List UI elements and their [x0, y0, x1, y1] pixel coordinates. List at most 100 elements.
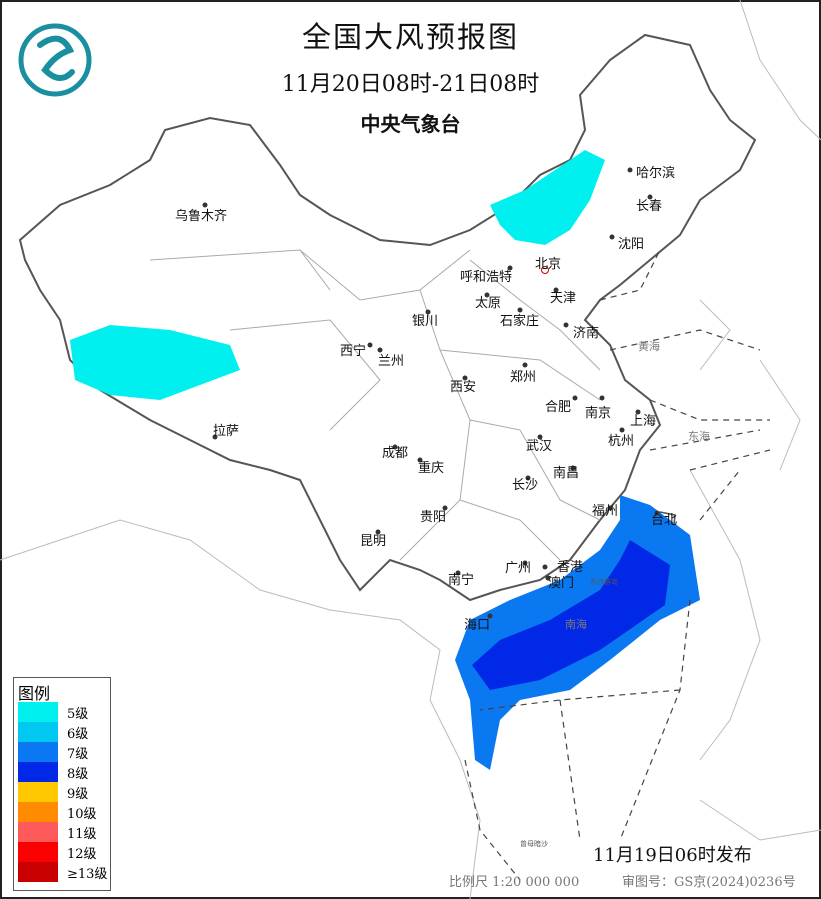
city-marker: [563, 322, 569, 328]
city-label: 贵阳: [420, 510, 446, 525]
legend-swatch: [18, 722, 58, 742]
city-label: 成都: [382, 446, 408, 461]
city-marker: [635, 409, 641, 415]
city-marker: [654, 510, 660, 516]
city-marker: [455, 570, 461, 576]
city-label: 郑州: [510, 370, 536, 385]
city-marker: [507, 265, 513, 271]
legend-label: 12级: [67, 846, 97, 862]
city-label: 兰州: [378, 354, 404, 369]
city-marker: [442, 505, 448, 511]
legend-label: 11级: [67, 826, 97, 842]
sea-label: 东沙群岛: [590, 577, 618, 586]
sea-label: 南海: [565, 617, 587, 631]
cma-logo: [18, 23, 92, 97]
legend-item: 8级: [18, 762, 110, 782]
city-marker: [487, 613, 493, 619]
legend-label: ≥13级: [67, 866, 108, 882]
city-marker: [542, 564, 548, 570]
legend-label: 6级: [67, 726, 89, 742]
city-marker: [517, 307, 523, 313]
city-marker: [392, 444, 398, 450]
city-label: 南京: [585, 405, 611, 421]
city-marker: [541, 266, 549, 274]
city-label: 长春: [636, 199, 662, 214]
city-label: 银川: [412, 314, 438, 329]
city-label: 合肥: [545, 400, 571, 415]
city-marker: [202, 202, 208, 208]
city-label: 沈阳: [618, 237, 644, 252]
maritime-boundary-lines: [464, 249, 771, 881]
legend-swatch: [18, 822, 58, 842]
legend-item: 6级: [18, 722, 110, 742]
city-marker: [609, 234, 615, 240]
city-marker: [647, 194, 653, 200]
city-label: 上海: [630, 414, 656, 429]
city-label: 哈尔滨: [636, 165, 675, 181]
city-label: 呼和浩特: [460, 270, 512, 285]
city-marker: [377, 347, 383, 353]
legend: 图例 5级 6级 7级 8级 9级 10级 11级 12级 ≥13级: [13, 677, 111, 891]
city-label: 西宁: [340, 343, 366, 359]
city-marker: [367, 342, 373, 348]
city-marker: [545, 575, 551, 581]
valid-period: 11月20日08时-21日08时: [281, 72, 540, 97]
city-label: 南宁: [448, 572, 474, 588]
legend-item: ≥13级: [18, 862, 110, 882]
city-label: 福州: [592, 504, 618, 519]
city-marker: [462, 375, 468, 381]
city-label: 南昌: [553, 465, 579, 481]
city-label: 海口: [464, 618, 490, 633]
city-marker: [522, 362, 528, 368]
city-label: 长沙: [512, 478, 538, 493]
legend-item: 12级: [18, 842, 110, 862]
city-marker: [570, 465, 576, 471]
city-marker: [627, 167, 633, 173]
city-label: 重庆: [418, 460, 444, 476]
city-marker: [375, 529, 381, 535]
city-label: 武汉: [526, 439, 552, 454]
city-marker: [525, 475, 531, 481]
wind-area-8-south-china-sea: [472, 540, 670, 690]
city-marker: [484, 292, 490, 298]
city-label: 香港: [557, 560, 583, 575]
sea-label: 东海: [688, 429, 710, 443]
legend-swatch: [18, 762, 58, 782]
map-review-number: 审图号：GS京(2024)0236号: [622, 875, 796, 890]
legend-swatch: [18, 802, 58, 822]
legend-swatch: [18, 782, 58, 802]
city-marker: [572, 395, 578, 401]
legend-item: 5级: [18, 702, 110, 722]
province-borders: [149, 249, 601, 561]
city-marker: [417, 457, 423, 463]
sea-label: 黄海: [638, 339, 660, 353]
legend-item: 11级: [18, 822, 110, 842]
issuer: 中央气象台: [360, 112, 461, 136]
wind-area-5-inner-mongolia: [490, 150, 605, 245]
legend-label: 8级: [67, 766, 89, 782]
city-marker: [553, 287, 559, 293]
legend-label: 5级: [67, 706, 89, 722]
legend-item: 9级: [18, 782, 110, 802]
map-title: 全国大风预报图: [301, 20, 519, 54]
city-label: 杭州: [608, 434, 634, 449]
wind-area-5-tibet: [70, 325, 240, 400]
legend-label: 10级: [67, 806, 97, 822]
city-label: 广州: [505, 561, 531, 576]
legend-swatch: [18, 842, 58, 862]
city-marker: [212, 434, 218, 440]
legend-item: 7级: [18, 742, 110, 762]
issue-time: 11月19日06时发布: [593, 845, 752, 866]
city-marker: [607, 505, 613, 511]
city-label: 昆明: [360, 534, 386, 549]
legend-item: 10级: [18, 802, 110, 822]
city-label: 济南: [573, 325, 599, 341]
city-label: 北京: [535, 257, 561, 272]
city-marker: [599, 395, 605, 401]
legend-swatch: [18, 742, 58, 762]
city-label: 拉萨: [213, 424, 239, 439]
